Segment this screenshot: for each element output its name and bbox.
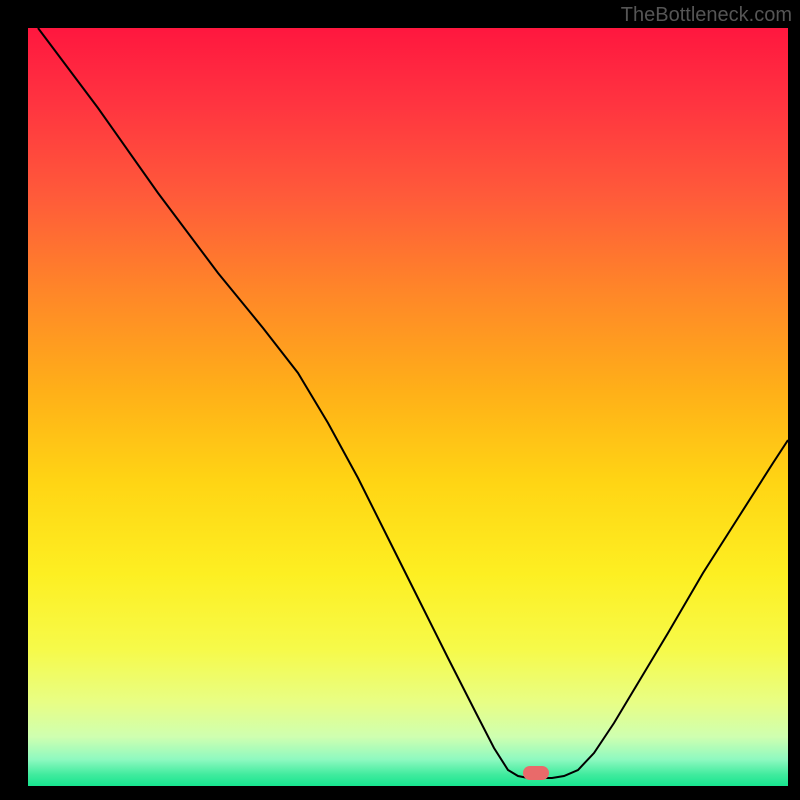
- chart-plot-area: [28, 28, 788, 786]
- bottleneck-curve: [28, 28, 788, 786]
- optimal-marker: [523, 766, 549, 780]
- watermark-text: TheBottleneck.com: [621, 4, 792, 27]
